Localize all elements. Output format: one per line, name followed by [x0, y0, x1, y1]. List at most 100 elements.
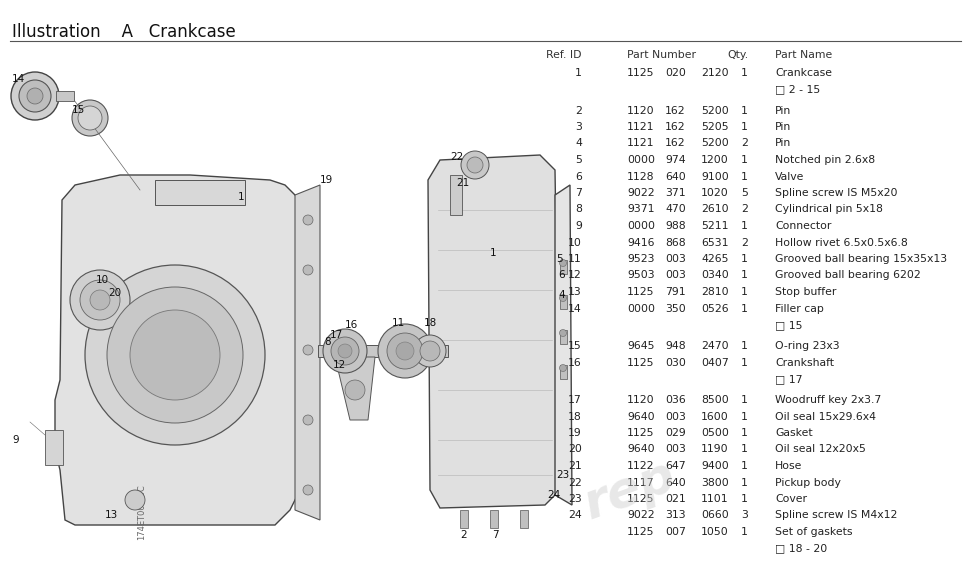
Text: 640: 640: [665, 172, 686, 181]
Text: Oil seal 12x20x5: Oil seal 12x20x5: [775, 445, 866, 454]
Text: 162: 162: [665, 122, 686, 132]
Text: 5: 5: [575, 155, 582, 165]
Text: 10: 10: [96, 275, 109, 285]
Circle shape: [19, 80, 51, 112]
Circle shape: [27, 88, 43, 104]
Text: Pin: Pin: [775, 122, 791, 132]
Text: 2120: 2120: [701, 68, 728, 78]
Text: 1: 1: [741, 527, 748, 537]
Text: 003: 003: [665, 254, 686, 264]
Text: 0526: 0526: [701, 304, 728, 313]
Text: 162: 162: [665, 105, 686, 116]
Text: Ref. ID: Ref. ID: [547, 50, 582, 60]
Text: Valve: Valve: [775, 172, 804, 181]
Text: 3800: 3800: [701, 478, 729, 487]
Text: 1117: 1117: [627, 478, 654, 487]
Text: 24: 24: [568, 510, 582, 521]
Text: 8500: 8500: [701, 395, 729, 405]
Text: Grooved ball bearing 15x35x13: Grooved ball bearing 15x35x13: [775, 254, 947, 264]
Text: 868: 868: [665, 237, 686, 248]
Text: 13: 13: [568, 287, 582, 297]
Text: 1: 1: [741, 494, 748, 504]
Text: 1: 1: [741, 445, 748, 454]
Circle shape: [11, 72, 59, 120]
Text: 1122: 1122: [627, 461, 654, 471]
Circle shape: [323, 329, 367, 373]
Circle shape: [387, 333, 423, 369]
Text: 5200: 5200: [701, 138, 729, 149]
Text: O-ring 23x3: O-ring 23x3: [775, 341, 840, 351]
Bar: [450, 175, 462, 215]
Text: 22: 22: [568, 478, 582, 487]
Text: 9640: 9640: [627, 445, 654, 454]
Text: Cover: Cover: [775, 494, 807, 504]
Text: 19: 19: [568, 428, 582, 438]
Circle shape: [130, 310, 220, 400]
Circle shape: [107, 287, 243, 423]
Text: 1190: 1190: [701, 445, 728, 454]
Text: 0000: 0000: [627, 221, 655, 231]
Circle shape: [303, 215, 313, 225]
Text: Oil seal 15x29.6x4: Oil seal 15x29.6x4: [775, 411, 876, 422]
Text: 1: 1: [741, 105, 748, 116]
Text: 8: 8: [324, 337, 330, 347]
Text: 1125: 1125: [627, 494, 654, 504]
Text: 1: 1: [741, 68, 748, 78]
Text: 1121: 1121: [627, 138, 654, 149]
Text: Connector: Connector: [775, 221, 831, 231]
Text: Illustration    A   Crankcase: Illustration A Crankcase: [12, 23, 236, 41]
Circle shape: [85, 265, 265, 445]
Circle shape: [396, 342, 414, 360]
Text: 1: 1: [741, 172, 748, 181]
Text: 1600: 1600: [701, 411, 729, 422]
Bar: [56, 91, 74, 101]
Text: 030: 030: [665, 358, 686, 367]
Circle shape: [303, 415, 313, 425]
Text: 5205: 5205: [701, 122, 728, 132]
Text: 1: 1: [741, 221, 748, 231]
Circle shape: [125, 490, 145, 510]
Text: 974: 974: [665, 155, 686, 165]
Text: 24: 24: [547, 490, 560, 500]
Text: 9022: 9022: [627, 510, 654, 521]
Text: 020: 020: [665, 68, 686, 78]
Text: 1125: 1125: [627, 68, 654, 78]
Polygon shape: [335, 357, 375, 420]
Text: 2: 2: [460, 530, 467, 540]
Text: 6: 6: [558, 270, 564, 280]
Text: □ 17: □ 17: [775, 374, 802, 384]
Polygon shape: [295, 185, 320, 520]
Text: □ 2 - 15: □ 2 - 15: [775, 85, 820, 94]
Text: 1125: 1125: [627, 527, 654, 537]
Circle shape: [90, 290, 110, 310]
Bar: [45, 430, 63, 465]
Polygon shape: [428, 155, 560, 508]
Text: 1121: 1121: [627, 122, 654, 132]
Text: 948: 948: [665, 341, 686, 351]
Text: Part Name: Part Name: [775, 50, 832, 60]
Text: 2470: 2470: [701, 341, 728, 351]
Bar: [560, 330, 567, 344]
Text: 988: 988: [665, 221, 686, 231]
Text: 8: 8: [575, 204, 582, 214]
Text: Qty.: Qty.: [727, 50, 748, 60]
Text: 162: 162: [665, 138, 686, 149]
Text: 1200: 1200: [701, 155, 729, 165]
Text: 003: 003: [665, 445, 686, 454]
Text: 1: 1: [741, 395, 748, 405]
Text: 1: 1: [741, 358, 748, 367]
Text: 9400: 9400: [701, 461, 729, 471]
Text: 1: 1: [741, 254, 748, 264]
Text: Set of gaskets: Set of gaskets: [775, 527, 853, 537]
Text: 9: 9: [575, 221, 582, 231]
Text: 2810: 2810: [701, 287, 728, 297]
Text: 1125: 1125: [627, 287, 654, 297]
Text: Hollow rivet 6.5x0.5x6.8: Hollow rivet 6.5x0.5x6.8: [775, 237, 908, 248]
Text: 20: 20: [568, 445, 582, 454]
Text: 1125: 1125: [627, 358, 654, 367]
Circle shape: [303, 265, 313, 275]
Text: 4: 4: [558, 290, 564, 300]
Text: 9523: 9523: [627, 254, 654, 264]
Bar: [560, 295, 567, 309]
Text: 1: 1: [741, 428, 748, 438]
